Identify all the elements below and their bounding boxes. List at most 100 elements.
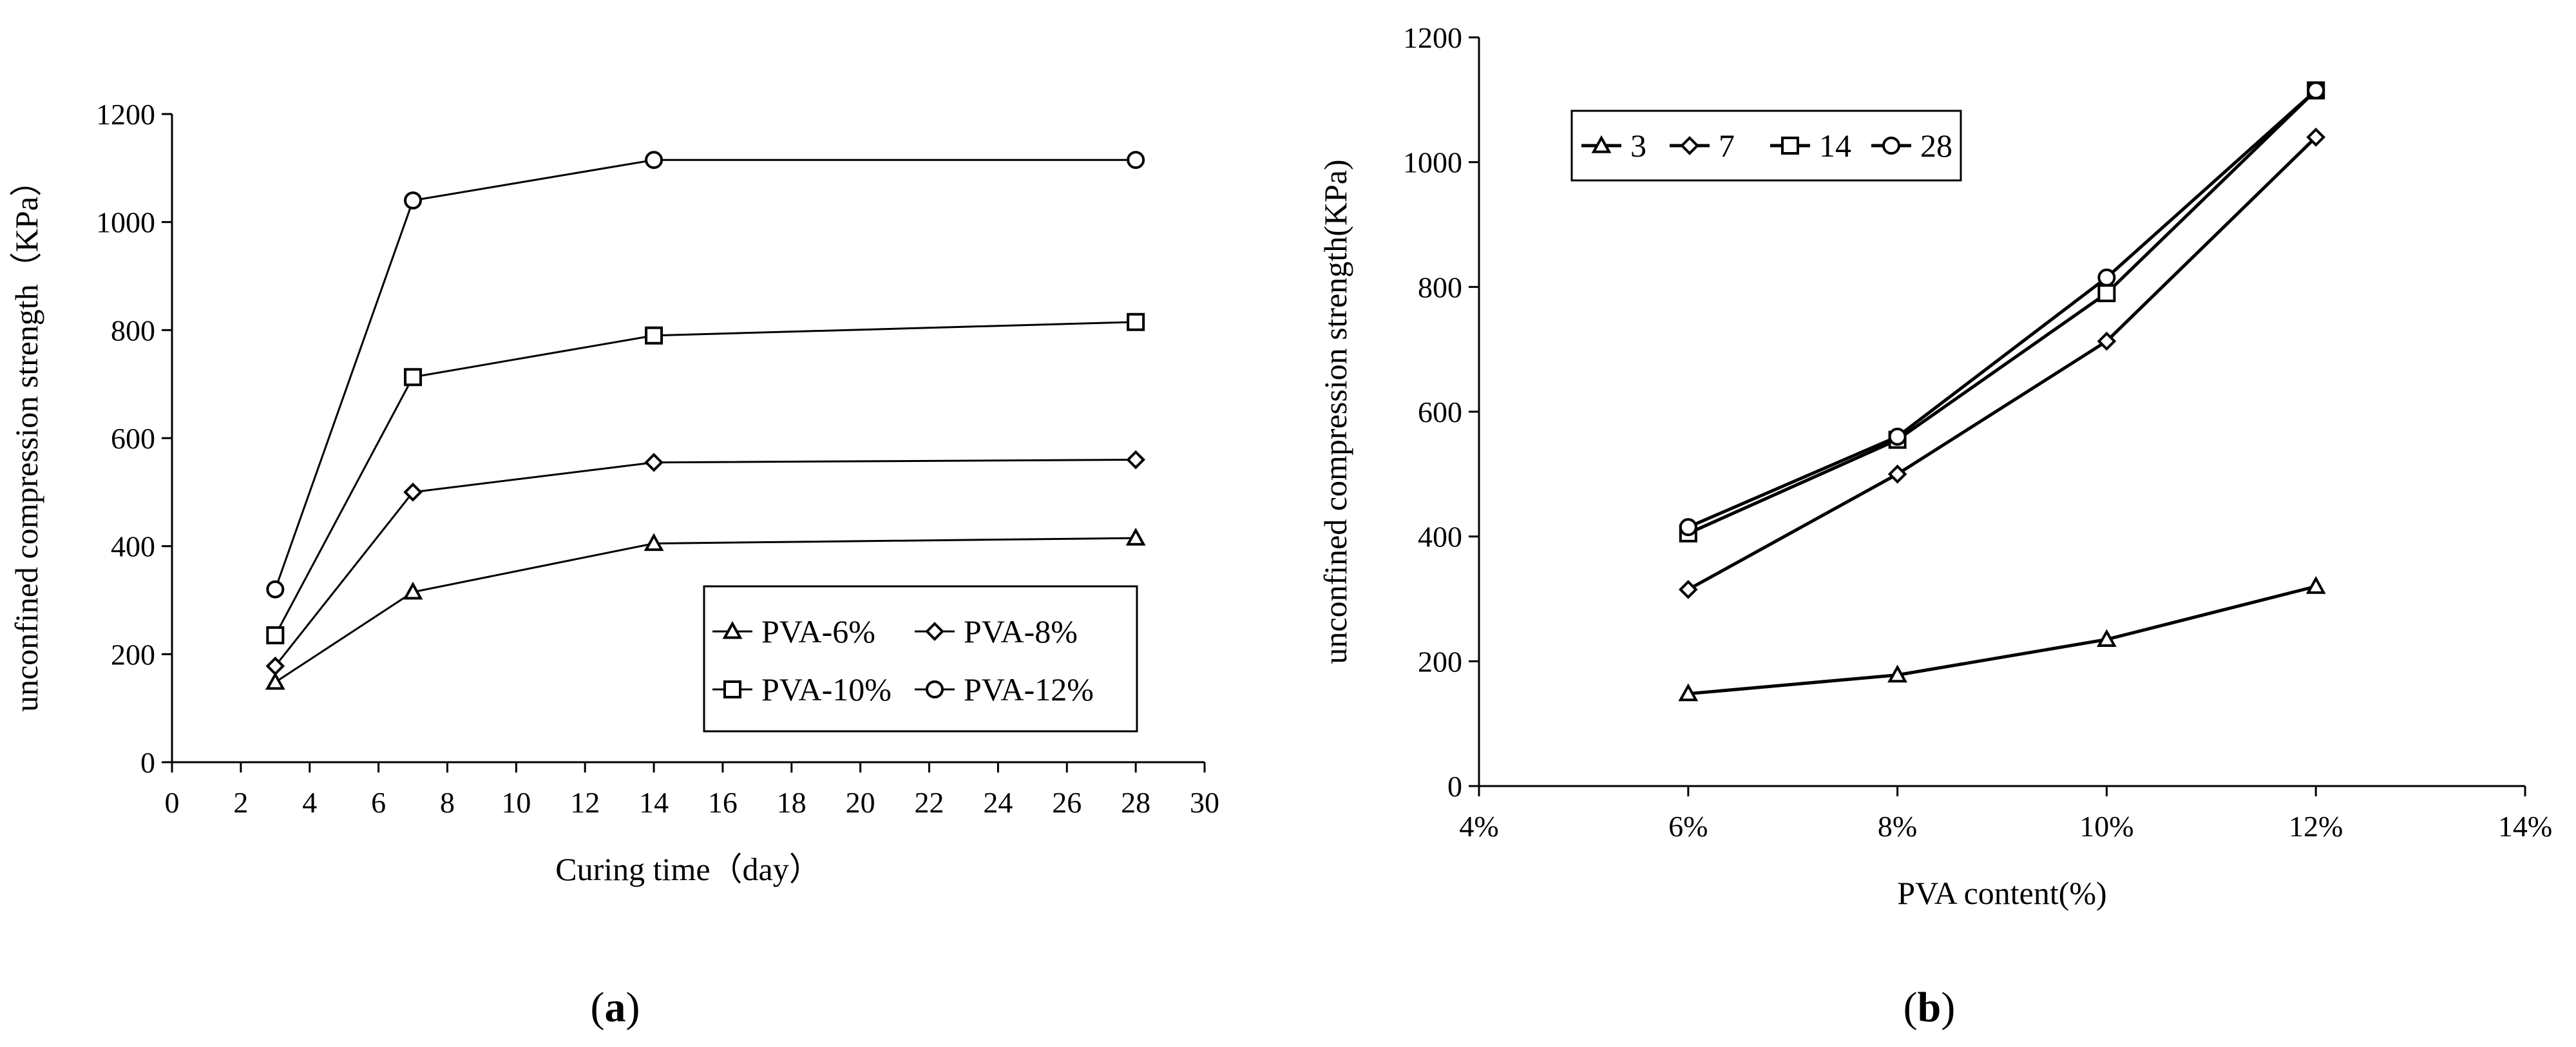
legend-marker-pva-8 <box>925 622 944 641</box>
legend-marker-3 <box>1591 135 1612 153</box>
x-axis-label: Curing time（day） <box>555 851 821 887</box>
x-tick-label: 2 <box>233 786 248 819</box>
series-line-pva-8 <box>274 459 1136 667</box>
legend-label-7: 7 <box>1719 128 1735 164</box>
y-tick-label: 800 <box>1418 271 1462 303</box>
y-tick-label: 600 <box>111 422 155 455</box>
x-tick-label: 0 <box>165 786 180 819</box>
x-tick-label: 6 <box>371 786 386 819</box>
data-point-pva-6 <box>1125 527 1146 546</box>
series-pva-10 <box>266 312 1145 644</box>
data-point-3 <box>2305 576 2326 594</box>
legend-label-pva-12: PVA-12% <box>964 671 1094 707</box>
data-point-pva-8 <box>265 656 285 676</box>
x-tick-label: 8 <box>440 786 455 819</box>
data-point-pva-10 <box>266 626 285 644</box>
x-tick-label: 24 <box>983 786 1013 819</box>
data-point-7 <box>2306 128 2326 147</box>
y-tick-label: 0 <box>140 746 155 779</box>
data-point-pva-12 <box>645 151 663 169</box>
data-point-pva-10 <box>1127 312 1145 331</box>
y-tick-label: 200 <box>1418 645 1462 678</box>
series-line-3 <box>1688 584 2316 696</box>
legend-marker-pva-6 <box>722 620 743 639</box>
y-axis-label: unconfined compression strength（KPa） <box>8 164 44 712</box>
data-point-pva-6 <box>644 533 664 552</box>
legend: PVA-6% PVA-8% PVA-10% PVA-12% <box>703 585 1138 733</box>
series-pva-6 <box>265 527 1146 690</box>
x-tick-label: 30 <box>1190 786 1219 819</box>
x-tick-label: 14% <box>2498 810 2552 843</box>
x-tick-label: 28 <box>1121 786 1150 819</box>
legend-marker-28 <box>1882 137 1900 155</box>
legend: 3 7 14 28 <box>1570 110 1962 182</box>
y-tick-label: 800 <box>111 314 155 347</box>
data-point-pva-6 <box>265 671 285 690</box>
x-tick-label: 26 <box>1052 786 1082 819</box>
data-point-3 <box>1678 683 1699 702</box>
legend-box <box>703 585 1138 733</box>
x-tick-label: 4% <box>1459 810 1498 843</box>
panel-caption-letter: b <box>1918 984 1942 1031</box>
series-3 <box>1678 576 2326 702</box>
x-tick-label: 16 <box>708 786 738 819</box>
series-line-7 <box>1687 136 2317 591</box>
series-7 <box>1678 128 2326 599</box>
data-point-pva-6 <box>403 581 423 600</box>
x-tick-label: 20 <box>846 786 875 819</box>
y-tick-label: 0 <box>1447 770 1462 803</box>
legend-marker-pva-12 <box>926 680 944 698</box>
y-tick-label: 400 <box>111 530 155 563</box>
legend-label-14: 14 <box>1819 128 1851 164</box>
y-axis-label: unconfined compression strength(KPa) <box>1317 159 1353 664</box>
y-tick-label: 1200 <box>1403 21 1462 54</box>
x-tick-label: 6% <box>1668 810 1708 843</box>
series-line-pva-12 <box>274 158 1136 590</box>
data-point-7 <box>1887 465 1907 484</box>
panel-caption-a: (a) <box>591 984 640 1031</box>
x-axis-label: PVA content(%) <box>1897 875 2106 911</box>
data-point-7 <box>2097 331 2117 351</box>
y-tick-label: 1200 <box>96 98 155 131</box>
series-line-pva-10 <box>274 321 1136 636</box>
x-tick-label: 18 <box>777 786 806 819</box>
x-tick-label: 10 <box>501 786 531 819</box>
legend-label-pva-6: PVA-6% <box>761 613 875 649</box>
legend-label-pva-8: PVA-8% <box>964 613 1078 649</box>
x-tick-label: 4 <box>302 786 317 819</box>
data-point-28 <box>1888 427 1907 446</box>
data-point-pva-8 <box>1126 450 1145 470</box>
chart-panel-b: 0 200 400 600 800 1000 1200 4% 6% 8% 10% 12% 14% PVA … <box>1317 21 2552 911</box>
data-point-3 <box>2097 629 2117 648</box>
series-line-pva-6 <box>274 537 1136 684</box>
legend-marker-pva-10 <box>723 680 741 698</box>
legend-label-pva-10: PVA-10% <box>761 671 892 707</box>
series-pva-8 <box>265 450 1145 676</box>
data-point-14 <box>2097 284 2116 303</box>
legend-label-3: 3 <box>1630 128 1646 164</box>
y-tick-label: 400 <box>1418 521 1462 553</box>
panel-caption-b: (b) <box>1903 984 1956 1031</box>
y-tick-label: 1000 <box>1403 146 1462 179</box>
series-line-14 <box>1687 89 2317 535</box>
legend-label-28: 28 <box>1920 128 1952 164</box>
x-tick-label: 12 <box>570 786 600 819</box>
legend-marker-7 <box>1680 136 1699 155</box>
data-point-pva-12 <box>266 580 285 599</box>
data-point-7 <box>1678 580 1698 599</box>
x-tick-label: 8% <box>1878 810 1917 843</box>
data-point-pva-12 <box>404 191 423 210</box>
y-tick-label: 1000 <box>96 206 155 239</box>
data-point-pva-8 <box>403 483 423 502</box>
data-point-28 <box>2307 81 2325 100</box>
data-point-28 <box>1679 518 1697 537</box>
x-tick-label: 12% <box>2289 810 2343 843</box>
y-tick-label: 200 <box>111 638 155 671</box>
series-pva-12 <box>266 151 1145 599</box>
series-28 <box>1679 81 2325 537</box>
data-point-pva-10 <box>404 368 423 387</box>
data-point-pva-8 <box>644 452 663 472</box>
x-tick-label: 10% <box>2079 810 2133 843</box>
